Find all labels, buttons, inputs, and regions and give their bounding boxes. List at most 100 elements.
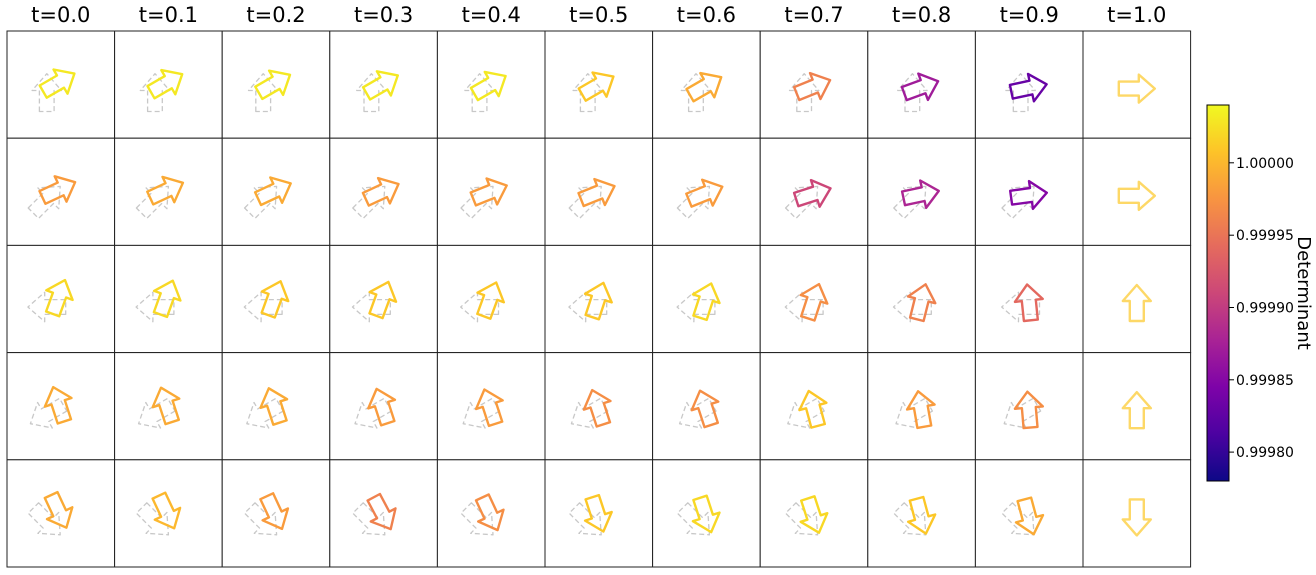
grid-cell xyxy=(759,459,869,568)
grid-cell xyxy=(6,459,116,568)
reference-arrow xyxy=(784,291,824,323)
reference-arrow xyxy=(137,397,176,429)
cell-frame xyxy=(544,30,654,139)
grid-cell xyxy=(974,137,1084,246)
grid-cell xyxy=(436,352,546,461)
reference-arrow xyxy=(568,291,608,323)
grid-cell xyxy=(652,137,761,246)
cell-frame xyxy=(1082,30,1192,139)
transformed-arrow xyxy=(474,388,504,428)
grid-cell xyxy=(974,30,1084,139)
transformed-arrow xyxy=(900,72,940,102)
cell-frame xyxy=(759,137,869,246)
transformed-arrow xyxy=(1121,498,1153,537)
transformed-arrow xyxy=(366,492,397,531)
colorbar-tick-label: 0.99985 xyxy=(1236,373,1294,389)
transformed-arrow xyxy=(1121,391,1153,430)
transformed-arrow xyxy=(260,280,290,319)
transformed-arrow xyxy=(577,71,615,102)
grid-cell xyxy=(759,244,869,354)
reference-arrow xyxy=(460,291,500,323)
reference-arrow xyxy=(27,291,67,323)
transformed-arrow xyxy=(476,281,505,320)
grid-cell xyxy=(867,352,976,461)
transformed-arrow xyxy=(1013,390,1045,430)
transformed-arrow xyxy=(1117,73,1157,104)
reference-arrow xyxy=(570,397,609,429)
column-title: t=0.0 xyxy=(31,3,90,27)
cell-frame xyxy=(329,30,438,139)
reference-arrow xyxy=(568,502,602,536)
grid-cell xyxy=(436,244,546,354)
column-title: t=0.1 xyxy=(139,3,198,27)
colorbar-label: Determinant xyxy=(1293,236,1314,350)
colorbar-gradient xyxy=(1206,104,1230,482)
reference-arrow xyxy=(1005,73,1036,113)
transformed-arrow xyxy=(690,389,720,429)
transformed-arrow xyxy=(792,178,832,208)
grid-cell xyxy=(6,30,116,139)
grid-cell xyxy=(759,30,869,139)
reference-arrow xyxy=(676,185,711,220)
column-title: t=0.4 xyxy=(462,3,521,27)
cell-frame xyxy=(329,137,438,246)
transformed-arrow xyxy=(905,390,936,430)
transformed-arrow xyxy=(798,389,828,429)
grid-cell xyxy=(221,137,331,246)
transformed-arrow xyxy=(900,179,940,210)
cell-frame xyxy=(114,352,223,461)
transformed-arrow xyxy=(152,279,182,319)
cell-frame xyxy=(6,137,116,246)
cell-frame xyxy=(221,459,331,568)
transformed-arrow xyxy=(146,175,185,206)
grid-cell xyxy=(544,459,654,568)
cell-frame xyxy=(329,352,438,461)
grid-cell xyxy=(544,352,654,461)
reference-arrow xyxy=(895,397,934,429)
colorbar-tick-label: 0.99995 xyxy=(1236,228,1294,244)
cell-frame xyxy=(974,137,1084,246)
grid-cell xyxy=(436,137,546,246)
column-title: t=0.9 xyxy=(1000,3,1059,27)
grid-cell xyxy=(1082,30,1192,139)
reference-arrow xyxy=(356,73,387,113)
grid-cell xyxy=(114,244,223,354)
grid-cell xyxy=(974,352,1084,461)
transformed-arrow xyxy=(469,177,508,207)
grid-cell xyxy=(652,352,761,461)
cell-frame xyxy=(867,137,976,246)
transformed-arrow xyxy=(259,387,289,426)
transformed-arrow xyxy=(906,283,937,323)
grid-cell xyxy=(221,459,331,568)
cell-frame xyxy=(114,30,223,139)
grid-cell xyxy=(759,352,869,461)
reference-arrow xyxy=(568,185,602,220)
reference-arrow xyxy=(135,291,175,323)
transformed-arrow xyxy=(367,387,397,427)
transformed-arrow xyxy=(907,495,937,535)
transformed-arrow xyxy=(1008,72,1048,103)
reference-arrow xyxy=(135,185,170,220)
grid-cell xyxy=(436,30,546,139)
colorbar-tick-label: 0.99990 xyxy=(1236,301,1294,317)
reference-arrow xyxy=(243,185,278,220)
transformed-arrow xyxy=(361,70,399,101)
cell-frame xyxy=(436,137,546,246)
transformed-arrow xyxy=(368,280,398,320)
transformed-arrow xyxy=(259,492,290,531)
grid-cell xyxy=(974,244,1084,354)
grid-cell xyxy=(652,244,761,354)
grid-cell xyxy=(867,244,976,354)
reference-arrow xyxy=(351,291,391,323)
transformed-arrow xyxy=(43,490,74,529)
grid-cell xyxy=(329,459,438,568)
grid-cell xyxy=(867,459,976,568)
cell-frame xyxy=(1082,352,1192,461)
grid-cell xyxy=(544,244,654,354)
transformed-arrow xyxy=(38,68,76,99)
cell-frame xyxy=(6,352,116,461)
cell-frame xyxy=(652,137,761,246)
reference-arrow xyxy=(243,291,283,323)
grid-cell xyxy=(544,30,654,139)
colorbar: 0.99980 0.99985 0.99990 0.99995 1.00000 Dete… xyxy=(1206,104,1314,482)
